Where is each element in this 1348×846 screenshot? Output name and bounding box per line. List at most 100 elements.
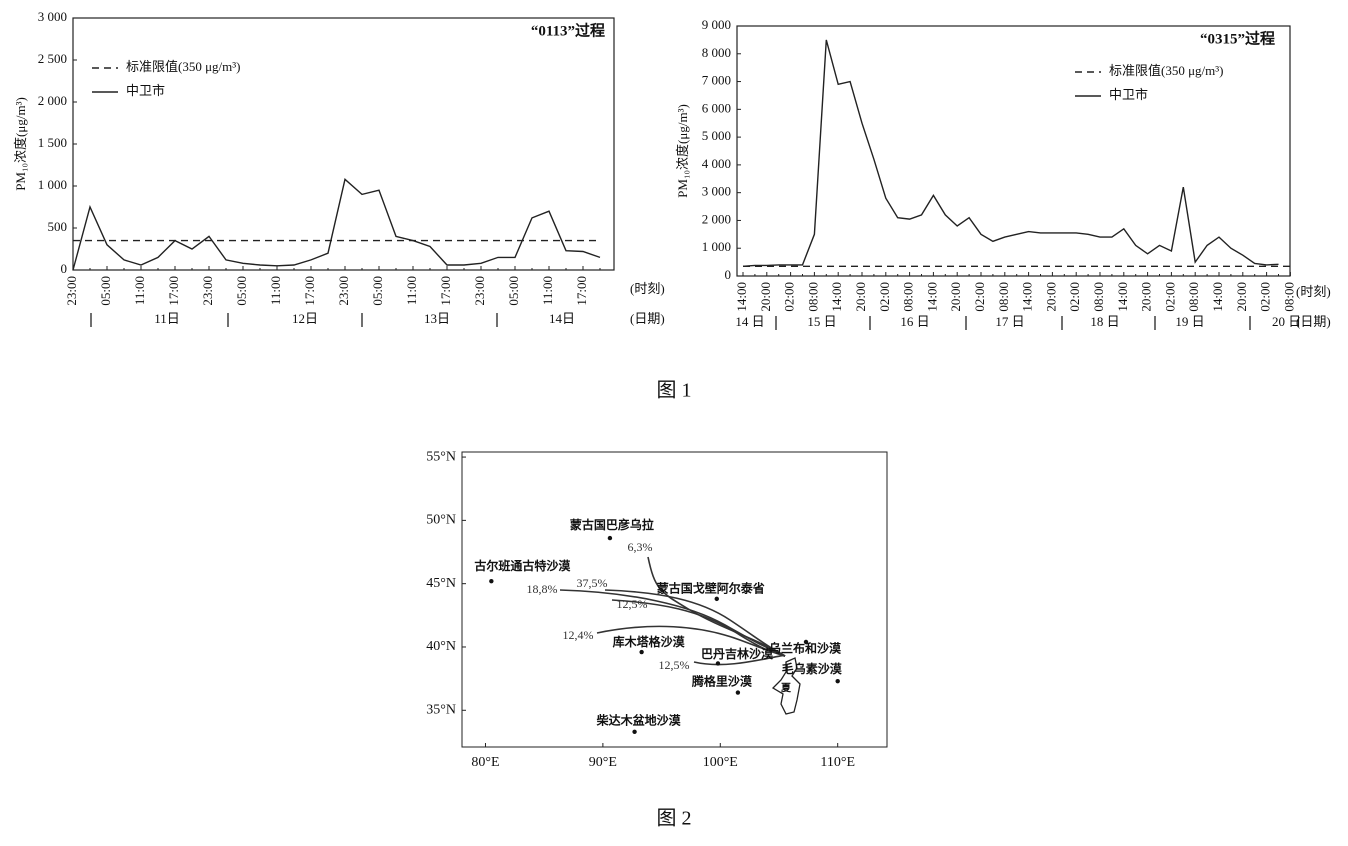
place-label: 腾格里沙漠 — [691, 673, 753, 688]
figure1-caption: 图 1 — [657, 380, 692, 402]
x-tick-label: 20:00 — [758, 282, 773, 312]
date-label: 19 日 — [1175, 314, 1204, 329]
date-label: 16 日 — [900, 314, 929, 329]
place-dot — [735, 690, 741, 695]
x-tick-label: 05:00 — [234, 276, 249, 306]
plot-frame — [72, 17, 615, 271]
y-tick-label: 6 000 — [702, 100, 731, 115]
x-tick-label: 11:00 — [132, 276, 147, 305]
legend-label: 标准限值(350 μg/m³) — [126, 59, 241, 74]
date-axis-label: (日期) — [630, 311, 665, 326]
trajectory — [596, 625, 786, 657]
x-tick-label: 05:00 — [98, 276, 113, 306]
chart-title: “0315”过程 — [1200, 29, 1275, 47]
x-tick-label: 11:00 — [540, 276, 555, 305]
x-tick-label: 14:00 — [829, 282, 844, 312]
lat-tick-label: 35°N — [426, 703, 456, 718]
x-tick-label: 20:00 — [1043, 282, 1058, 312]
date-label: 12日 — [292, 311, 318, 326]
date-label: 13日 — [424, 311, 450, 326]
region-label: 夏 — [780, 682, 792, 694]
lon-tick-label: 110°E — [820, 755, 855, 770]
y-tick-label: 2 000 — [38, 93, 67, 108]
y-tick-label: 1 500 — [38, 135, 67, 150]
legend-label: 中卫市 — [1109, 87, 1148, 102]
x-tick-label: 17:00 — [302, 276, 317, 306]
x-tick-label: 14:00 — [734, 282, 749, 312]
y-tick-label: 2 500 — [38, 51, 67, 66]
x-tick-label: 02:00 — [782, 282, 797, 312]
x-tick-label: 20:00 — [1139, 282, 1154, 312]
date-axis-label: (日期) — [1296, 314, 1331, 329]
x-tick-label: 05:00 — [370, 276, 385, 306]
y-tick-label: 8 000 — [702, 45, 731, 60]
place-label: 蒙古国巴彦乌拉 — [570, 517, 654, 532]
y-tick-label: 5 000 — [702, 128, 731, 143]
trajectory-label: 12,4% — [563, 628, 594, 642]
y-tick-label: 3 000 — [38, 9, 67, 24]
place-dot — [715, 661, 721, 666]
lon-tick-label: 100°E — [703, 755, 738, 770]
trajectory-label: 37,5% — [577, 576, 608, 590]
figure2-caption: 图 2 — [657, 808, 692, 830]
lat-tick-label: 55°N — [426, 449, 456, 464]
x-tick-label: 11:00 — [268, 276, 283, 305]
place-dot — [607, 535, 613, 541]
lon-tick-label: 80°E — [471, 755, 499, 770]
place-dot — [835, 678, 840, 684]
y-tick-label: 7 000 — [702, 73, 731, 88]
y-axis-label: PM₁₀浓度(μg/m³) — [675, 104, 690, 198]
trajectory-label: 12,5% — [617, 597, 648, 611]
date-label: 15 日 — [807, 314, 836, 329]
trajectory — [604, 589, 786, 657]
x-tick-label: 08:00 — [1091, 282, 1106, 312]
y-tick-label: 0 — [725, 267, 732, 282]
place-label: 巴丹吉林沙漠 — [701, 646, 774, 661]
x-tick-label: 20:00 — [948, 282, 963, 312]
lat-tick-label: 50°N — [426, 513, 456, 528]
chart-title: “0113”过程 — [531, 21, 605, 39]
y-tick-label: 2 000 — [702, 211, 731, 226]
date-label: 11日 — [154, 311, 180, 326]
y-tick-label: 500 — [48, 219, 68, 234]
place-dot — [803, 639, 809, 645]
series-line — [742, 39, 1279, 267]
place-label: 毛乌素沙漠 — [782, 661, 843, 676]
y-tick-label: 4 000 — [702, 156, 731, 171]
x-tick-label: 23:00 — [472, 276, 487, 306]
x-tick-label: 08:00 — [901, 282, 916, 312]
x-axis-label: (时刻) — [630, 281, 665, 296]
trajectory — [559, 589, 786, 657]
x-tick-label: 23:00 — [64, 276, 79, 306]
x-tick-label: 08:00 — [996, 282, 1011, 312]
y-tick-label: 3 000 — [702, 184, 731, 199]
x-tick-label: 02:00 — [877, 282, 892, 312]
x-tick-label: 02:00 — [1067, 282, 1082, 312]
place-label: 古尔班通古特沙漠 — [474, 558, 571, 573]
x-tick-label: 23:00 — [200, 276, 215, 306]
legend-label: 标准限值(350 μg/m³) — [1109, 63, 1224, 78]
place-label: 柴达木盆地沙漠 — [596, 713, 682, 728]
x-tick-label: 08:00 — [805, 282, 820, 312]
x-tick-label: 02:00 — [1162, 282, 1177, 312]
x-tick-label: 17:00 — [166, 276, 181, 306]
lon-tick-label: 90°E — [589, 755, 617, 770]
x-axis-label: (时刻) — [1296, 284, 1331, 299]
x-tick-label: 17:00 — [574, 276, 589, 306]
place-label: 蒙古国戈壁阿尔泰省 — [657, 581, 765, 596]
x-tick-label: 02:00 — [972, 282, 987, 312]
x-tick-label: 02:00 — [1258, 282, 1273, 312]
x-tick-label: 11:00 — [404, 276, 419, 305]
x-tick-label: 14:00 — [1210, 282, 1225, 312]
y-tick-label: 1 000 — [38, 177, 67, 192]
x-tick-label: 20:00 — [853, 282, 868, 312]
x-tick-label: 20:00 — [1234, 282, 1249, 312]
lat-tick-label: 45°N — [426, 576, 456, 591]
y-tick-label: 1 000 — [702, 239, 731, 254]
trajectory-label: 12,5% — [659, 658, 690, 672]
ningxia-outline — [771, 657, 801, 715]
place-label: 乌兰布和沙漠 — [769, 641, 842, 656]
date-label: 14日 — [549, 311, 575, 326]
map-frame — [461, 451, 888, 748]
